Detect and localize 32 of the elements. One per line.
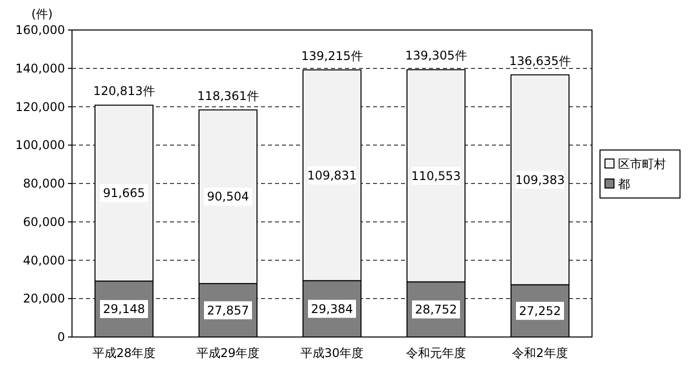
data-label: 27,857: [207, 303, 249, 318]
x-tick-label: 令和2年度: [512, 346, 568, 360]
total-label: 120,813件: [93, 84, 155, 98]
data-label: 27,252: [519, 304, 561, 318]
y-tick-label: 80,000: [23, 176, 65, 190]
y-tick-label: 40,000: [23, 253, 65, 268]
total-label: 136,635件: [509, 54, 571, 68]
y-tick-label: 60,000: [23, 214, 65, 229]
data-label: 91,665: [103, 186, 145, 200]
data-label: 109,831: [307, 168, 357, 182]
legend-label: 都: [618, 177, 630, 191]
x-tick-label: 平成29年度: [196, 346, 260, 360]
y-axis-title: (件): [31, 7, 53, 21]
data-label: 109,383: [515, 172, 565, 187]
total-label: 139,305件: [405, 48, 467, 63]
y-tick-label: 0: [57, 330, 65, 344]
data-label: 29,148: [103, 302, 145, 316]
data-label: 28,752: [415, 302, 457, 316]
y-tick-label: 160,000: [15, 23, 65, 37]
x-tick-label: 令和元年度: [406, 346, 466, 360]
x-tick-label: 平成28年度: [92, 346, 156, 360]
y-tick-label: 140,000: [15, 61, 65, 76]
y-tick-label: 100,000: [15, 138, 65, 152]
total-label: 139,215件: [301, 48, 363, 63]
x-tick-label: 平成30年度: [300, 346, 364, 360]
data-label: 29,384: [311, 302, 353, 316]
y-tick-label: 120,000: [15, 100, 65, 114]
legend-label: 区市町村: [618, 157, 666, 171]
data-label: 90,504: [207, 190, 249, 204]
data-label: 110,553: [411, 168, 461, 183]
y-tick-label: 20,000: [23, 292, 65, 306]
total-label: 118,361件: [197, 88, 259, 103]
